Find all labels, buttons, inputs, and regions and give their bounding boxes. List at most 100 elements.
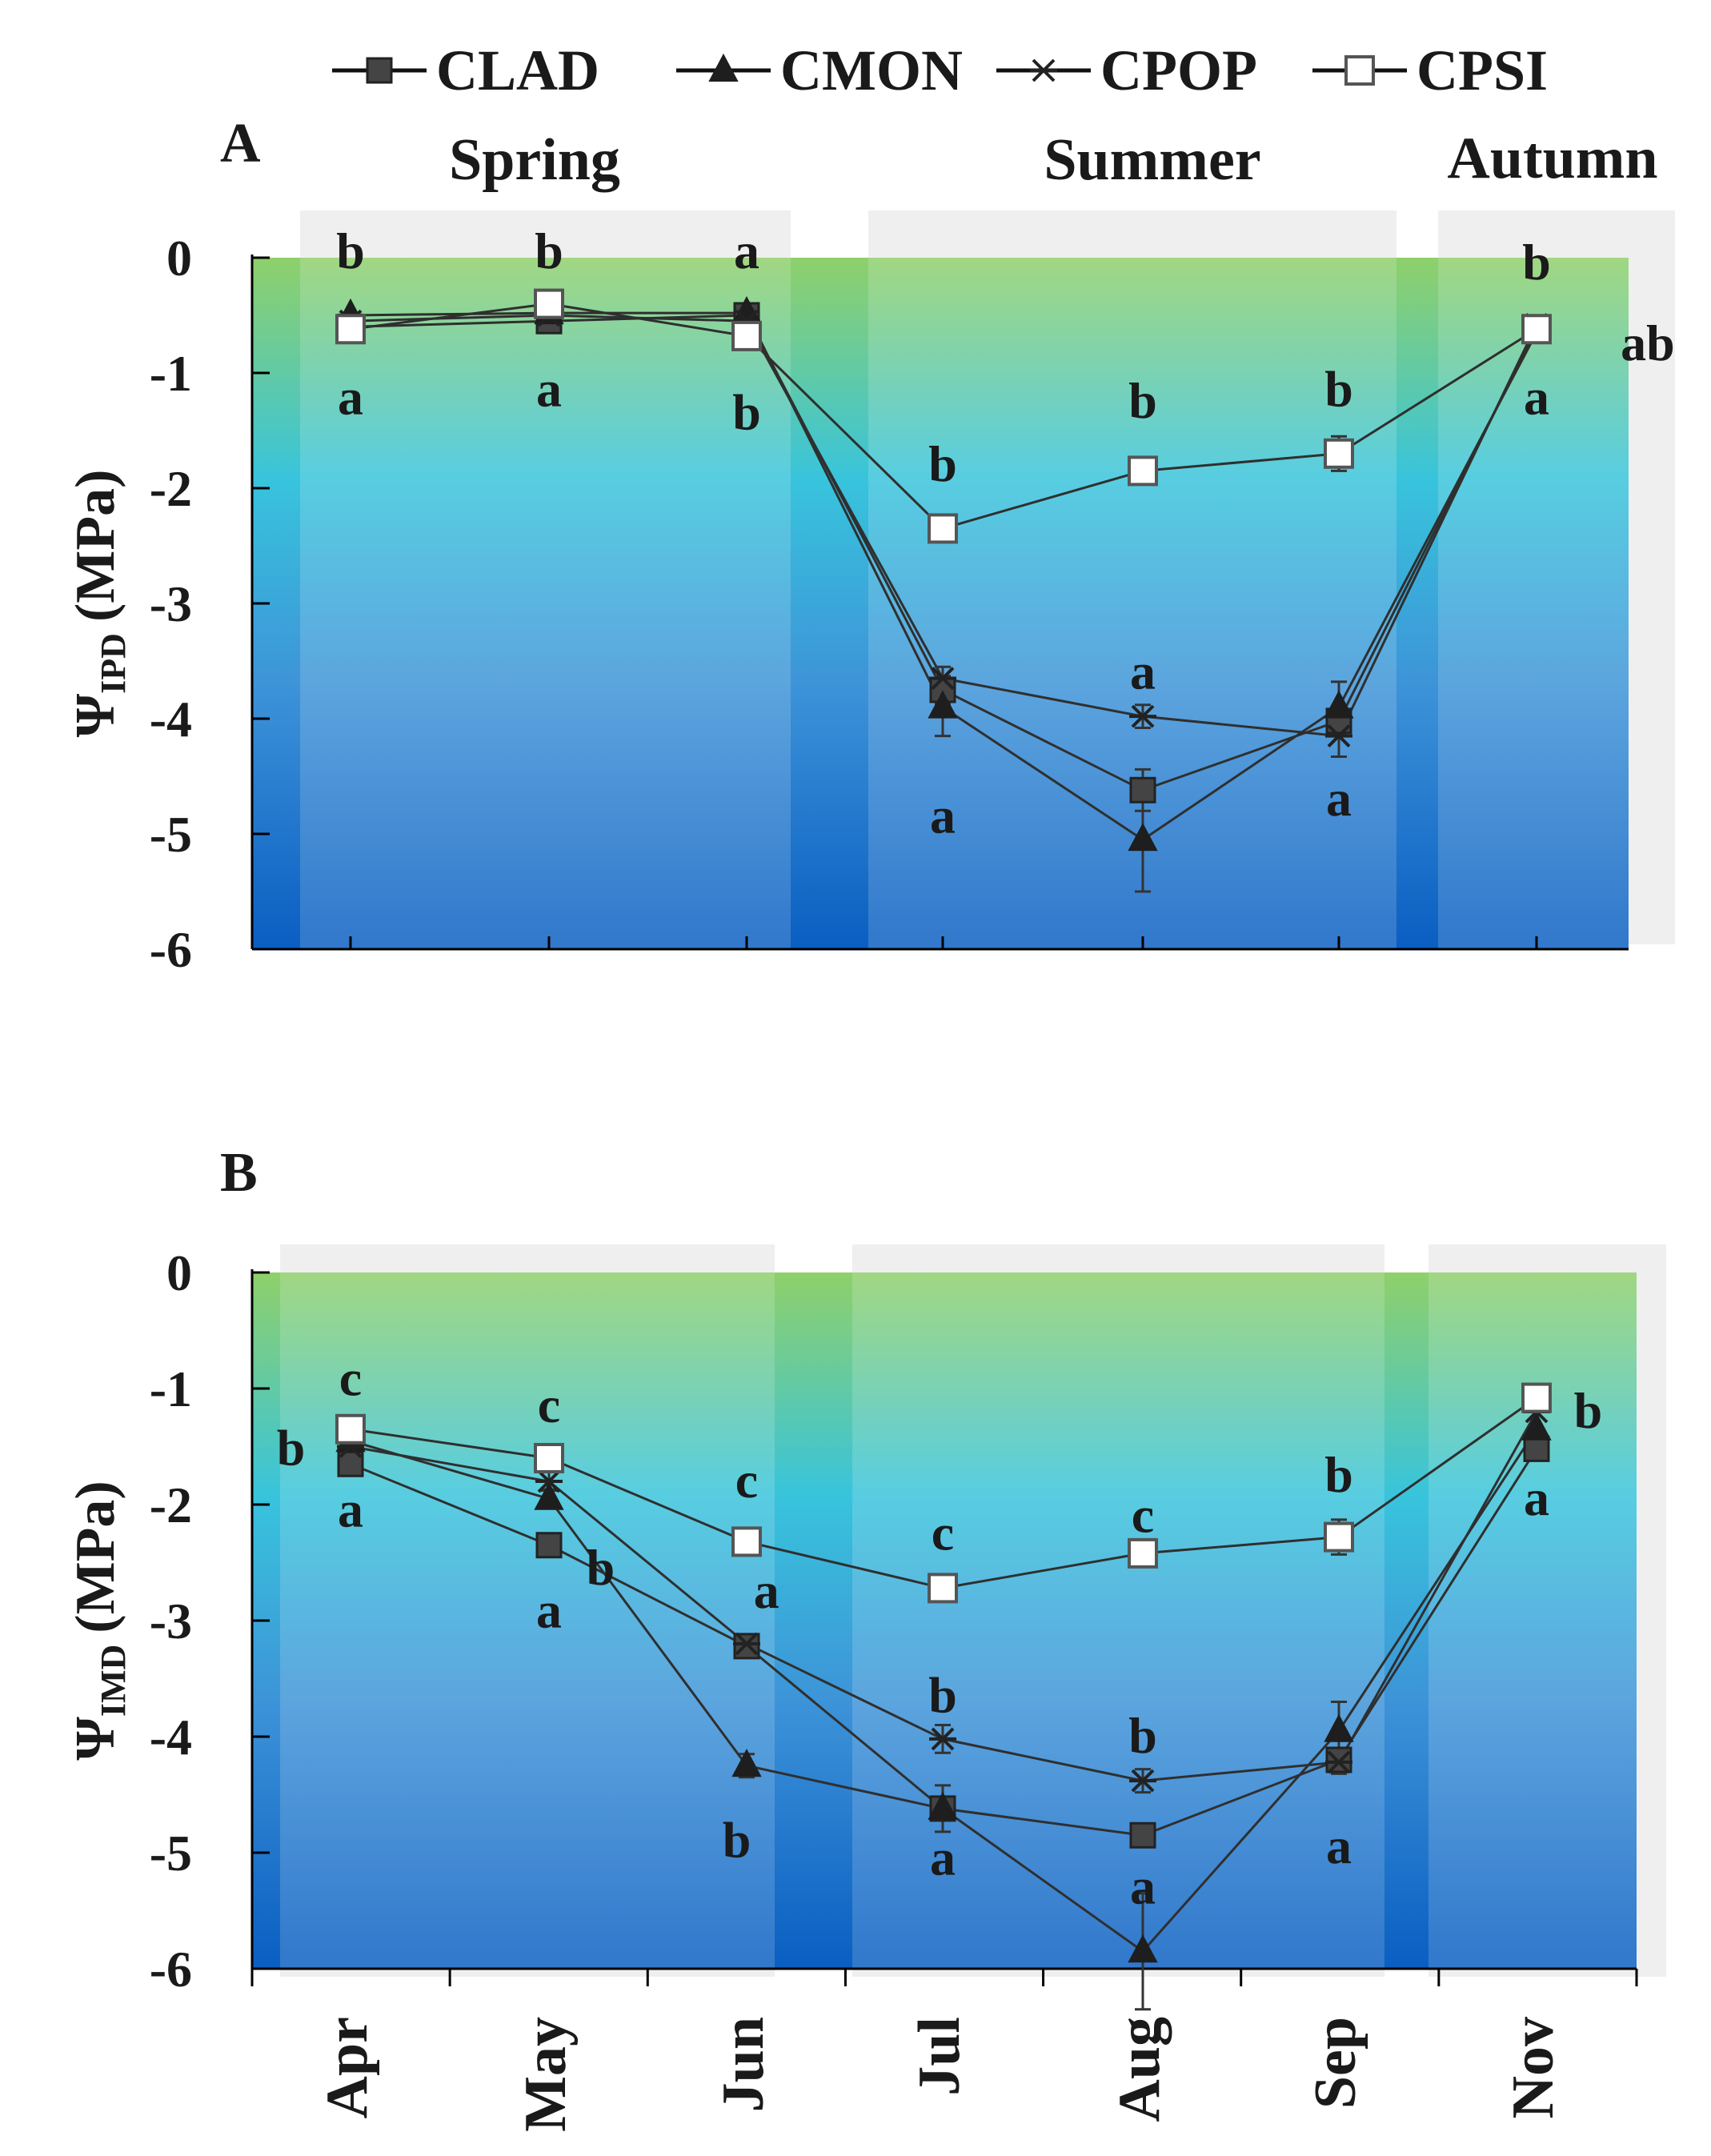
y-axis-title-symbol: Ψ (65, 693, 126, 737)
point-cmon-aug (1128, 823, 1158, 852)
y-tick-label: -5 (150, 806, 192, 863)
point-cpsi-aug (1128, 455, 1158, 487)
y-tick-label: -3 (150, 1593, 192, 1649)
legend-marker (708, 53, 739, 82)
point-clad-aug (1129, 1821, 1156, 1849)
significance-letter: b (1574, 1382, 1603, 1439)
point-cpsi-jun (731, 320, 762, 351)
point-clad-jun (733, 1633, 760, 1660)
y-axis-title-unit: (MPa) (65, 470, 126, 622)
season-label-autumn: Autumn (1447, 126, 1657, 191)
y-tick-label: -1 (150, 345, 192, 402)
legend-item-cpop: CPOP (996, 38, 1257, 102)
y-axis-title: ΨIPD (MPa) (65, 470, 133, 738)
legend-label: CPOP (1100, 38, 1257, 102)
significance-letter: a (536, 361, 562, 418)
legend-marker (366, 57, 393, 84)
significance-letter: b (587, 1539, 615, 1596)
legend: CLAD CMON CPOP CPSI (332, 38, 1548, 102)
significance-letter: a (1130, 1858, 1156, 1915)
significance-letter: b (535, 222, 563, 279)
significance-letter: b (1522, 234, 1551, 291)
point-cmon-jun (731, 1749, 762, 1777)
season-overlay-2 (1438, 258, 1629, 949)
x-label-jul: Jul (907, 2017, 972, 2096)
legend-label: CLAD (436, 38, 599, 102)
x-label-jun: Jun (711, 2017, 776, 2112)
x-label-nov: Nov (1501, 2017, 1566, 2118)
significance-letter: a (1130, 643, 1156, 699)
legend-marker (1030, 58, 1057, 82)
significance-letter: b (928, 435, 957, 492)
point-cpsi-aug (1128, 1537, 1158, 1569)
significance-letter: c (339, 1349, 362, 1406)
y-tick-label: 0 (166, 1244, 192, 1301)
x-label-aug: Aug (1107, 2017, 1172, 2122)
y-axis-title-symbol: Ψ (65, 1717, 126, 1761)
y-tick-label: -3 (150, 575, 192, 632)
point-cpop-may (535, 1469, 563, 1493)
point-cpop-jul (929, 1727, 956, 1751)
significance-letter: a (1524, 1469, 1549, 1526)
significance-letter: a (1524, 369, 1549, 426)
significance-letter: a (754, 1562, 779, 1619)
point-cmon-sep (1324, 1713, 1354, 1742)
point-cmon-aug (1128, 1934, 1158, 1963)
significance-letter: ab (1621, 315, 1675, 371)
y-axis-title-subscript: IMD (94, 1645, 133, 1717)
point-cpsi-may (534, 1443, 564, 1473)
point-cpop-aug (1129, 1769, 1156, 1793)
season-overlay-0 (280, 1272, 775, 1969)
significance-letter: b (1128, 372, 1157, 429)
x-label-sep: Sep (1303, 2017, 1368, 2109)
y-tick-label: -1 (150, 1361, 192, 1417)
significance-letter: c (538, 1377, 560, 1433)
panel-b: B0-1-2-3-4-5-6ΨIMD(MPa)cbacbacabcbacbaba… (65, 1142, 1666, 2011)
point-cpop-aug (1129, 704, 1156, 728)
point-cmon-sep (1324, 690, 1354, 719)
plot-area (252, 1272, 1637, 1969)
point-cpsi-may (534, 288, 564, 319)
significance-letter: a (536, 1581, 562, 1638)
significance-letter: a (734, 222, 759, 279)
significance-letter: b (1324, 361, 1353, 418)
point-cpsi-jul (928, 1573, 958, 1604)
legend-label: CPSI (1416, 38, 1548, 102)
y-tick-label: -4 (150, 691, 192, 747)
point-cpsi-apr (335, 314, 366, 345)
significance-letter: b (1324, 1446, 1353, 1503)
series-group (335, 288, 1552, 893)
series-group (335, 1382, 1552, 2011)
significance-letter: b (928, 1666, 957, 1723)
season-overlay-1 (852, 1272, 1384, 1969)
significance-letter: b (723, 1812, 751, 1869)
point-clad-sep (1325, 1746, 1352, 1773)
y-tick-label: -5 (150, 1825, 192, 1881)
x-axis-month-labels: Apr May Jun Jul Aug Sep Nov (315, 2017, 1566, 2132)
significance-letter: b (336, 222, 365, 279)
season-label-spring: Spring (449, 127, 620, 193)
significance-letter: a (338, 369, 363, 426)
significance-letter: a (338, 1481, 363, 1537)
y-tick-label: -2 (150, 1477, 192, 1533)
y-tick-label: -6 (150, 1941, 192, 1998)
panel-label: B (220, 1142, 258, 1204)
point-cpsi-apr (335, 1413, 366, 1445)
season-label-summer: Summer (1044, 127, 1260, 193)
point-cpsi-nov (1521, 314, 1552, 345)
significance-letter: a (1326, 1817, 1352, 1874)
season-overlay-0 (300, 258, 791, 949)
y-axis-title-subscript: IPD (94, 633, 133, 694)
point-cmon-nov (1521, 1412, 1552, 1441)
season-labels: Spring Summer Autumn (449, 126, 1658, 193)
significance-letter: c (932, 1504, 954, 1561)
legend-item-clad: CLAD (332, 38, 599, 102)
legend-marker (1344, 55, 1375, 86)
point-cmon-jul (928, 690, 958, 719)
significance-letter: b (277, 1419, 306, 1476)
x-label-apr: Apr (315, 2017, 380, 2118)
point-cpop-sep (1325, 1750, 1352, 1774)
